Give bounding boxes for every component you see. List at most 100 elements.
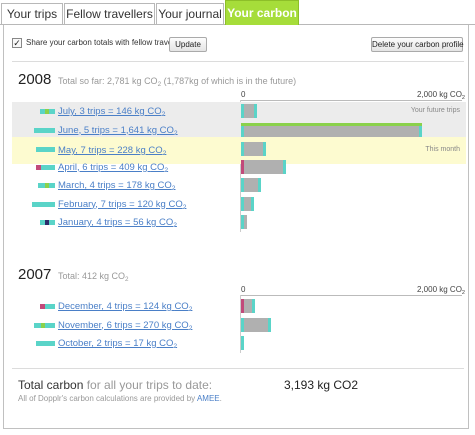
year-total-text: Total so far: 2,781 kg CO2 (1,787kg of w… — [58, 76, 297, 88]
share-checkbox[interactable]: ✓ — [12, 38, 22, 48]
bar-cap — [251, 196, 254, 211]
trip-strip-segment — [45, 127, 55, 133]
amee-link[interactable]: AMEE — [196, 394, 220, 403]
share-label: Share your carbon totals with fellow tra… — [26, 38, 192, 47]
month-link[interactable]: January, 4 trips = 56 kg CO2 — [58, 217, 177, 229]
trip-strip-segment — [45, 201, 55, 207]
trip-strip-segment — [49, 341, 55, 346]
trip-strip-segment — [49, 183, 55, 188]
month-link[interactable]: April, 6 trips = 409 kg CO2 — [58, 161, 169, 174]
bar-accent — [241, 122, 244, 137]
month-row: April, 6 trips = 409 kg CO2 — [12, 158, 466, 177]
tab-fellow-travellers[interactable]: Fellow travellers — [64, 3, 155, 25]
month-row: October, 2 trips = 17 kg CO2 — [12, 334, 466, 353]
trip-strip-segment — [45, 220, 49, 225]
bar-accent — [241, 336, 244, 350]
trip-strip-segment — [49, 109, 55, 114]
trip-strip-segment — [34, 322, 41, 328]
bar-fill — [241, 122, 422, 137]
year-heading: 2007 — [18, 266, 52, 283]
month-row: March, 4 trips = 178 kg CO2 — [12, 176, 466, 195]
month-row: December, 4 trips = 124 kg CO2 — [12, 297, 466, 316]
bar-accent — [241, 104, 244, 118]
month-link[interactable]: July, 3 trips = 146 kg CO2 — [58, 106, 166, 118]
month-trip-strip — [34, 127, 55, 133]
divider — [12, 61, 464, 62]
bar-accent — [241, 159, 244, 174]
total-carbon-rest: for all your trips to date: — [86, 378, 213, 392]
footnote-period: . — [219, 394, 222, 403]
bar-fill — [241, 178, 261, 192]
scale-tick-max: 2,000 kg CO2 — [417, 285, 466, 296]
bar-cap — [283, 159, 286, 174]
bar-fill — [241, 196, 254, 211]
bar-accent — [241, 215, 244, 229]
trip-strip-segment — [41, 322, 45, 328]
trip-strip-segment — [45, 183, 49, 188]
month-carbon-bar — [241, 196, 254, 211]
trip-strip-segment — [41, 164, 45, 170]
month-trip-strip — [40, 304, 55, 309]
bar-accent — [241, 317, 244, 332]
month-link[interactable]: June, 5 trips = 1,641 kg CO2 — [58, 124, 178, 137]
month-carbon-bar — [241, 159, 286, 174]
trip-strip-segment — [36, 164, 41, 170]
month-trip-strip — [36, 341, 55, 346]
update-button[interactable]: Update — [169, 37, 207, 52]
trip-strip-segment — [45, 164, 55, 170]
month-link[interactable]: December, 4 trips = 124 kg CO2 — [58, 301, 193, 313]
month-link[interactable]: March, 4 trips = 178 kg CO2 — [58, 180, 176, 192]
month-note: This month — [425, 146, 460, 153]
month-link[interactable]: May, 7 trips = 228 kg CO2 — [58, 145, 167, 157]
trip-strip-segment — [45, 341, 49, 346]
month-link[interactable]: February, 7 trips = 120 kg CO2 — [58, 198, 187, 211]
month-trip-strip — [34, 322, 55, 328]
month-carbon-bar — [241, 299, 255, 313]
month-carbon-bar — [241, 317, 271, 332]
year-total-text: Total: 412 kg CO2 — [58, 271, 129, 283]
amee-footnote: All of Dopplr's carbon calculations are … — [18, 394, 222, 403]
bar-cap — [268, 317, 271, 332]
bar-cap — [252, 299, 255, 313]
month-carbon-bar — [241, 142, 266, 156]
scale-zero-line — [240, 295, 241, 353]
trip-strip-segment — [36, 341, 45, 346]
bar-top-stripe — [241, 122, 422, 126]
trip-strip-segment — [49, 147, 55, 152]
trip-strip-segment — [41, 201, 45, 207]
bar-accent — [241, 142, 244, 156]
trip-strip-segment — [40, 109, 45, 114]
trip-strip-segment — [34, 127, 41, 133]
tab-your-journal[interactable]: Your journal — [156, 3, 224, 25]
month-row: June, 5 trips = 1,641 kg CO2 — [12, 120, 466, 140]
month-row: February, 7 trips = 120 kg CO2 — [12, 195, 466, 214]
month-row: November, 6 trips = 270 kg CO2 — [12, 316, 466, 335]
bar-accent — [241, 178, 244, 192]
month-link[interactable]: November, 6 trips = 270 kg CO2 — [58, 319, 193, 332]
scale-zero-line — [240, 100, 241, 232]
month-trip-strip — [40, 109, 55, 114]
month-link[interactable]: October, 2 trips = 17 kg CO2 — [58, 338, 178, 350]
month-carbon-bar — [241, 104, 257, 118]
total-carbon-strong: Total carbon — [18, 378, 84, 392]
scale-tick-min: 0 — [241, 90, 246, 99]
trip-strip-segment — [40, 220, 45, 225]
scale-tick-max: 2,000 kg CO2 — [417, 90, 466, 101]
delete-carbon-profile-button[interactable]: Delete your carbon profile — [371, 37, 464, 52]
month-note: Your future trips — [410, 107, 460, 114]
trip-strip-segment — [49, 304, 55, 309]
bar-fill — [241, 317, 271, 332]
tab-your-carbon[interactable]: Your carbon — [225, 0, 299, 25]
month-row: January, 4 trips = 56 kg CO2 — [12, 213, 466, 232]
trip-strip-segment — [45, 109, 49, 114]
tab-your-trips[interactable]: Your trips — [1, 3, 63, 25]
bar-fill — [241, 159, 286, 174]
total-carbon-value: 3,193 kg CO2 — [284, 378, 359, 392]
month-carbon-bar — [241, 215, 247, 229]
trip-strip-segment — [40, 304, 45, 309]
scale-axis — [240, 295, 462, 296]
bar-cap — [258, 178, 261, 192]
bar-fill — [241, 104, 257, 118]
month-trip-strip — [36, 147, 55, 152]
trip-strip-segment — [49, 220, 55, 225]
